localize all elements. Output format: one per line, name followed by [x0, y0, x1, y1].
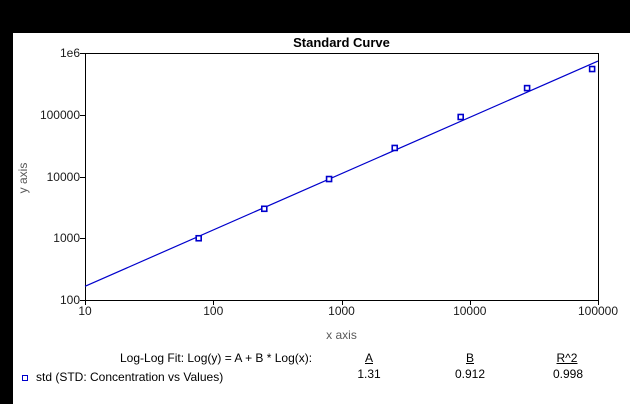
y-tick-label: 10000 — [46, 169, 80, 184]
chart-title: Standard Curve — [293, 35, 390, 50]
y-tick-label: 100 — [59, 293, 80, 307]
fit-param-b-header: B — [465, 351, 475, 365]
left-black-bar — [0, 33, 13, 404]
y-tick-label: 1e6 — [59, 46, 80, 60]
fit-param-r2-value: 0.998 — [552, 367, 584, 381]
fit-param-b-value: 0.912 — [454, 367, 486, 381]
x-tick-label: 10000 — [453, 304, 487, 318]
legend-std-label: std (STD: Concentration vs Values) — [36, 370, 224, 384]
top-black-banner — [0, 0, 630, 33]
x-axis-label: x axis — [326, 328, 357, 342]
y-axis-label: y axis — [16, 162, 30, 194]
fit-param-r2-header: R^2 — [556, 351, 578, 365]
fit-equation-label: Log-Log Fit: Log(y) = A + B * Log(x): — [120, 351, 313, 365]
fit-param-a-header: A — [364, 351, 374, 365]
y-tick-label: 100000 — [39, 107, 80, 122]
x-tick-label: 1000 — [328, 304, 355, 318]
legend-std-marker-icon — [22, 375, 28, 381]
x-tick-label: 100 — [203, 304, 224, 318]
x-tick-label: 10 — [78, 304, 92, 318]
y-tick-label: 1000 — [53, 231, 80, 246]
fit-param-a-value: 1.31 — [357, 367, 381, 381]
x-tick-label: 100000 — [577, 304, 619, 318]
